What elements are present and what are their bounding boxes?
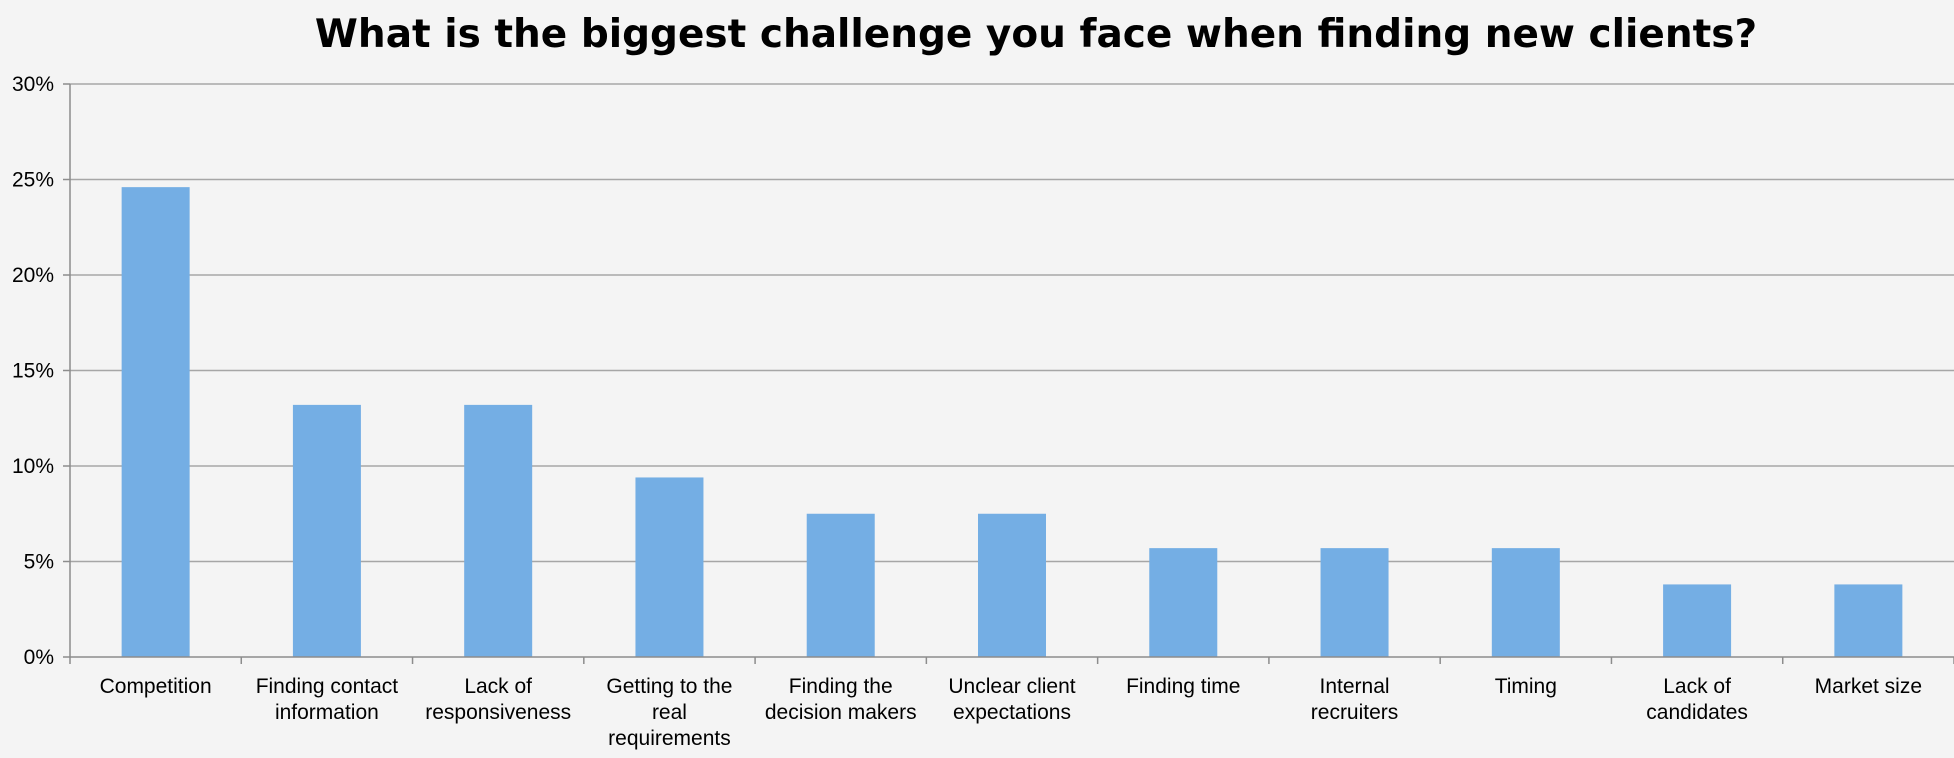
x-category-label-line: information (275, 701, 379, 724)
bar-getting-to-the-real-requirements (635, 477, 704, 657)
x-category-label: Finding the decision makers (765, 675, 917, 724)
x-category-label-line: Lack of (464, 675, 532, 698)
gridlines (70, 83, 1954, 563)
bars (121, 187, 1903, 657)
bar-lack-of-candidates (1663, 584, 1732, 657)
y-tick-label: 15% (12, 360, 54, 383)
x-category-label: Timing (1495, 675, 1557, 698)
x-category-label: Unclear client expectations (948, 675, 1075, 724)
chart-title: What is the biggest challenge you face w… (315, 12, 1757, 57)
x-category-label: Finding time (1126, 675, 1240, 698)
x-category-label-line: Unclear client (948, 675, 1075, 698)
y-tick-label: 0% (24, 646, 54, 669)
bar-market-size (1834, 584, 1903, 657)
x-category-label-line: Lack of (1663, 675, 1731, 698)
x-category-label-line: Internal (1320, 675, 1390, 698)
x-category-label: Competition (100, 675, 212, 698)
y-tick-label: 10% (12, 455, 54, 478)
x-category-label: Finding contact information (256, 675, 399, 724)
x-category-label-line: Finding the (789, 675, 893, 698)
x-category-label: Market size (1815, 675, 1922, 698)
x-category-label-line: real (652, 701, 687, 724)
x-category-label-line: Getting to the (606, 675, 732, 698)
y-tick-label: 20% (12, 264, 54, 287)
bar-lack-of-responsiveness (464, 404, 533, 657)
x-category-label-line: candidates (1646, 701, 1748, 724)
y-tick-label: 5% (24, 551, 54, 574)
x-category-label-line: Finding time (1126, 675, 1240, 698)
x-category-label-line: requirements (608, 727, 731, 750)
x-category-label-line: Timing (1495, 675, 1557, 698)
x-category-label-line: expectations (953, 701, 1071, 724)
bar-timing (1491, 548, 1560, 657)
x-category-label: Lack of candidates (1646, 675, 1748, 724)
x-category-label: Lack of responsiveness (425, 675, 571, 724)
y-axis-tick-labels: 0% 5% 10% 15% 20% 25% 30% (12, 73, 70, 669)
y-tick-label: 30% (12, 73, 54, 96)
bar-internal-recruiters (1320, 548, 1389, 657)
bar-unclear-client-expectations (978, 513, 1046, 657)
x-category-label-line: recruiters (1311, 701, 1399, 724)
bar-finding-time (1149, 548, 1218, 657)
x-category-label: Getting to the real requirements (606, 675, 732, 750)
x-category-label-line: decision makers (765, 701, 917, 724)
y-tick-label: 25% (12, 169, 54, 192)
x-axis (69, 84, 1954, 664)
x-category-label-line: Finding contact (256, 675, 399, 698)
x-category-label: Internal recruiters (1311, 675, 1399, 724)
bar-competition (121, 187, 190, 657)
bar-finding-the-decision-makers (806, 513, 875, 657)
x-axis-category-labels: Competition Finding contact information Lac… (100, 675, 1922, 750)
bar-finding-contact-information (292, 404, 361, 657)
x-category-label-line: Competition (100, 675, 212, 698)
x-category-label-line: responsiveness (425, 701, 571, 724)
x-category-label-line: Market size (1815, 675, 1922, 698)
